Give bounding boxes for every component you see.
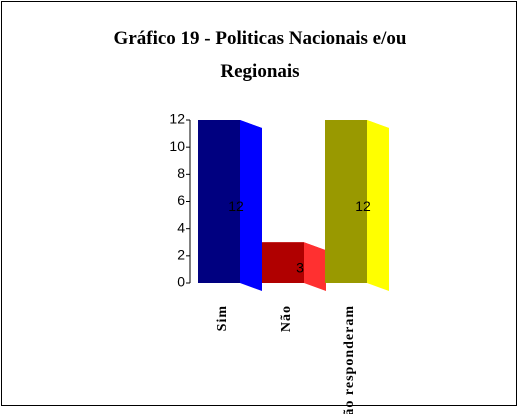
x-tick-label: Sim [215,305,230,331]
bar-side [240,120,262,291]
x-tick-label: Não responderam [342,305,357,414]
y-tick-label: 6 [177,192,185,208]
y-tick-label: 10 [169,138,185,154]
data-label: 12 [228,198,244,214]
bar [325,120,367,283]
y-tick-label: 0 [177,274,185,290]
bar [262,242,304,283]
bar-side [367,120,389,291]
bar-side [304,242,326,291]
x-tick-label: Não [279,305,294,332]
data-label: 12 [355,198,371,214]
chart-title: Gráfico 19 - Politicas Nacionais e/ou Re… [113,28,407,82]
chart-border [1,1,517,406]
y-tick-label: 8 [177,165,185,181]
y-tick-label: 12 [169,111,185,127]
data-label: 3 [296,259,304,275]
bar [198,120,240,283]
y-tick-label: 2 [177,247,185,263]
y-tick-label: 4 [177,219,185,235]
